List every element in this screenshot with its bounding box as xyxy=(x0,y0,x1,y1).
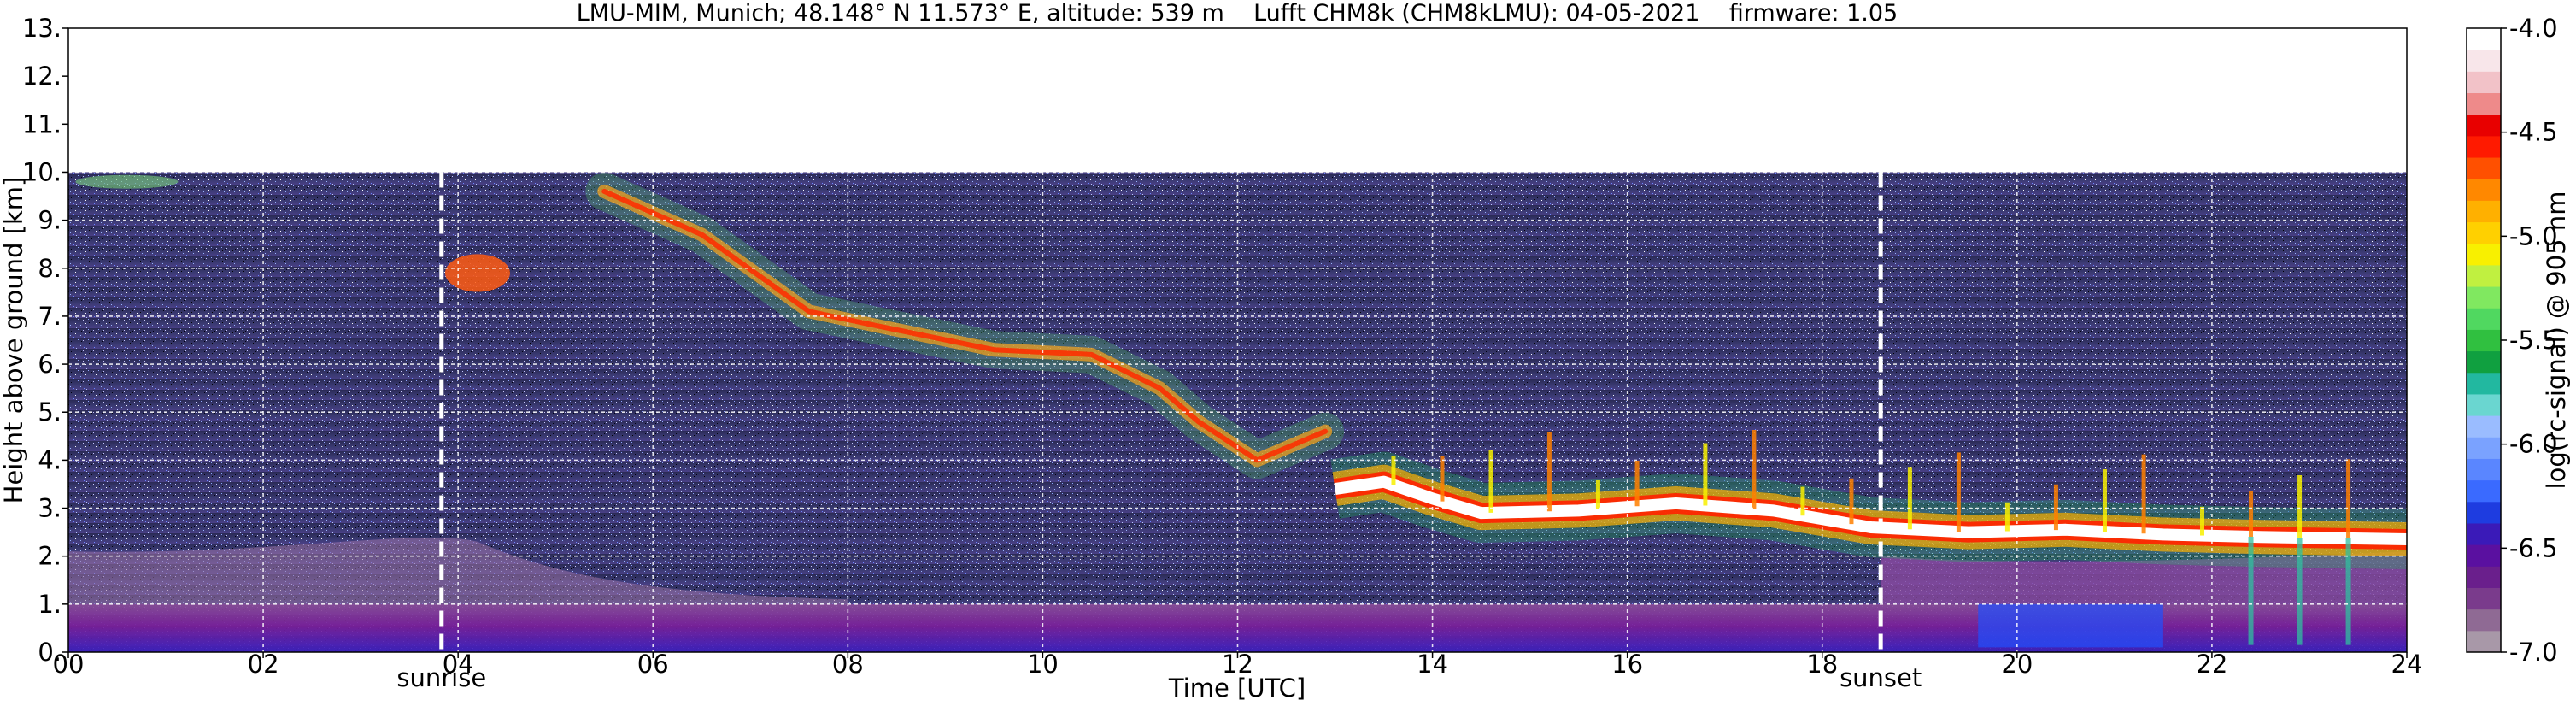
cirrus-blob xyxy=(444,254,510,292)
y-tick-label: 3. xyxy=(38,494,62,523)
x-tick-label: 24 xyxy=(2391,650,2423,679)
x-tick-label: 08 xyxy=(832,650,864,679)
x-tick-label: 22 xyxy=(2196,650,2227,679)
colorbar-segment xyxy=(2467,28,2501,50)
colorbar-segment xyxy=(2467,566,2501,588)
colorbar-segment xyxy=(2467,286,2501,309)
grid xyxy=(68,28,2407,652)
colorbar-segment xyxy=(2467,50,2501,72)
colorbar-segment xyxy=(2467,264,2501,287)
colorbar-segment xyxy=(2467,479,2501,503)
colorbar-tick-label: -5.0 xyxy=(2509,221,2558,250)
y-tick-label: 2. xyxy=(38,542,62,571)
sun-markers: sunrise sunset xyxy=(396,172,1922,692)
y-tick-label: 12. xyxy=(22,62,62,91)
x-tick-label: 20 xyxy=(2001,650,2033,679)
colorbar-segment xyxy=(2467,501,2501,524)
x-axis-label: Time [UTC] xyxy=(1168,674,1306,703)
colorbar-tick-label: -6.5 xyxy=(2509,533,2558,562)
colorbar-tick-label: -4.5 xyxy=(2509,118,2558,147)
colorbar-segment xyxy=(2467,308,2501,330)
colorbar-segment xyxy=(2467,522,2501,545)
colorbar-segment xyxy=(2467,200,2501,223)
x-tick-label: 06 xyxy=(637,650,669,679)
y-tick-label: 4. xyxy=(38,445,62,474)
colorbar-segment xyxy=(2467,372,2501,395)
colorbar-tick-label: -7.0 xyxy=(2509,638,2558,667)
x-tick-label: 10 xyxy=(1027,650,1059,679)
colorbar-segment xyxy=(2467,458,2501,481)
y-tick-label: 8. xyxy=(38,254,62,283)
y-tick-label: 1. xyxy=(38,590,62,619)
colorbar-segment xyxy=(2467,609,2501,632)
colorbar-segment xyxy=(2467,135,2501,158)
y-tick-label: 9. xyxy=(38,206,62,235)
colorbar: -4.0 -4.5 -5.0 -5.5 -6.0 -6.5 -7.0 xyxy=(2466,14,2558,667)
colorbar-tick-label: -4.0 xyxy=(2509,14,2558,43)
colorbar-segment xyxy=(2467,393,2501,416)
evening-layer xyxy=(1881,551,2407,604)
x-tick-label: 18 xyxy=(1806,650,1838,679)
chart-title: LMU-MIM, Munich; 48.148° N 11.573° E, al… xyxy=(577,0,1898,26)
colorbar-segment xyxy=(2467,329,2501,352)
y-axis-ticks: 0. 1. 2. 3. 4. 5. 6. 7. 8. 9. 10. 11. 12. 13. xyxy=(22,14,68,667)
colorbar-segment xyxy=(2467,437,2501,459)
colorbar-segment xyxy=(2467,221,2501,244)
x-tick-label: 14 xyxy=(1417,650,1448,679)
x-tick-label: 04 xyxy=(443,650,474,679)
x-tick-label: 12 xyxy=(1222,650,1253,679)
colorbar-segment xyxy=(2467,415,2501,438)
colorbar-segment xyxy=(2467,243,2501,266)
colorbar-segment xyxy=(2467,179,2501,201)
colorbar-segment xyxy=(2467,587,2501,610)
y-tick-label: 5. xyxy=(38,397,62,427)
x-tick-label: 00 xyxy=(53,650,85,679)
y-axis-label: Height above ground [km] xyxy=(0,177,28,504)
sunrise-label: sunrise xyxy=(396,663,486,692)
y-tick-label: 6. xyxy=(38,350,62,379)
y-tick-label: 10. xyxy=(22,157,62,186)
colorbar-segment xyxy=(2467,350,2501,374)
cloud-core xyxy=(1334,475,2407,546)
x-axis-ticks: 00 02 04 06 08 10 12 14 16 18 20 22 24 xyxy=(53,650,2423,679)
sunset-label: sunset xyxy=(1840,663,1922,692)
colorbar-tick-label: -6.0 xyxy=(2509,430,2558,459)
y-tick-label: 11. xyxy=(22,109,62,138)
colorbar-segment xyxy=(2467,544,2501,567)
colorbar-segment xyxy=(2467,71,2501,94)
colorbar-segment xyxy=(2467,92,2501,115)
cirrus-top-left xyxy=(75,174,179,189)
colorbar-segment xyxy=(2467,630,2501,653)
colorbar-segment xyxy=(2467,157,2501,179)
y-tick-label: 0. xyxy=(38,638,62,667)
colorbar-tick-label: -5.5 xyxy=(2509,326,2558,355)
evening-blue-patch xyxy=(1978,603,2163,648)
colorbar-segment xyxy=(2467,114,2501,137)
x-tick-label: 02 xyxy=(248,650,279,679)
colorbar-label: log(rc-signal) @ 905 nm xyxy=(2542,191,2571,490)
x-tick-label: 16 xyxy=(1611,650,1643,679)
y-tick-label: 7. xyxy=(38,302,62,331)
y-tick-label: 13. xyxy=(22,14,62,43)
